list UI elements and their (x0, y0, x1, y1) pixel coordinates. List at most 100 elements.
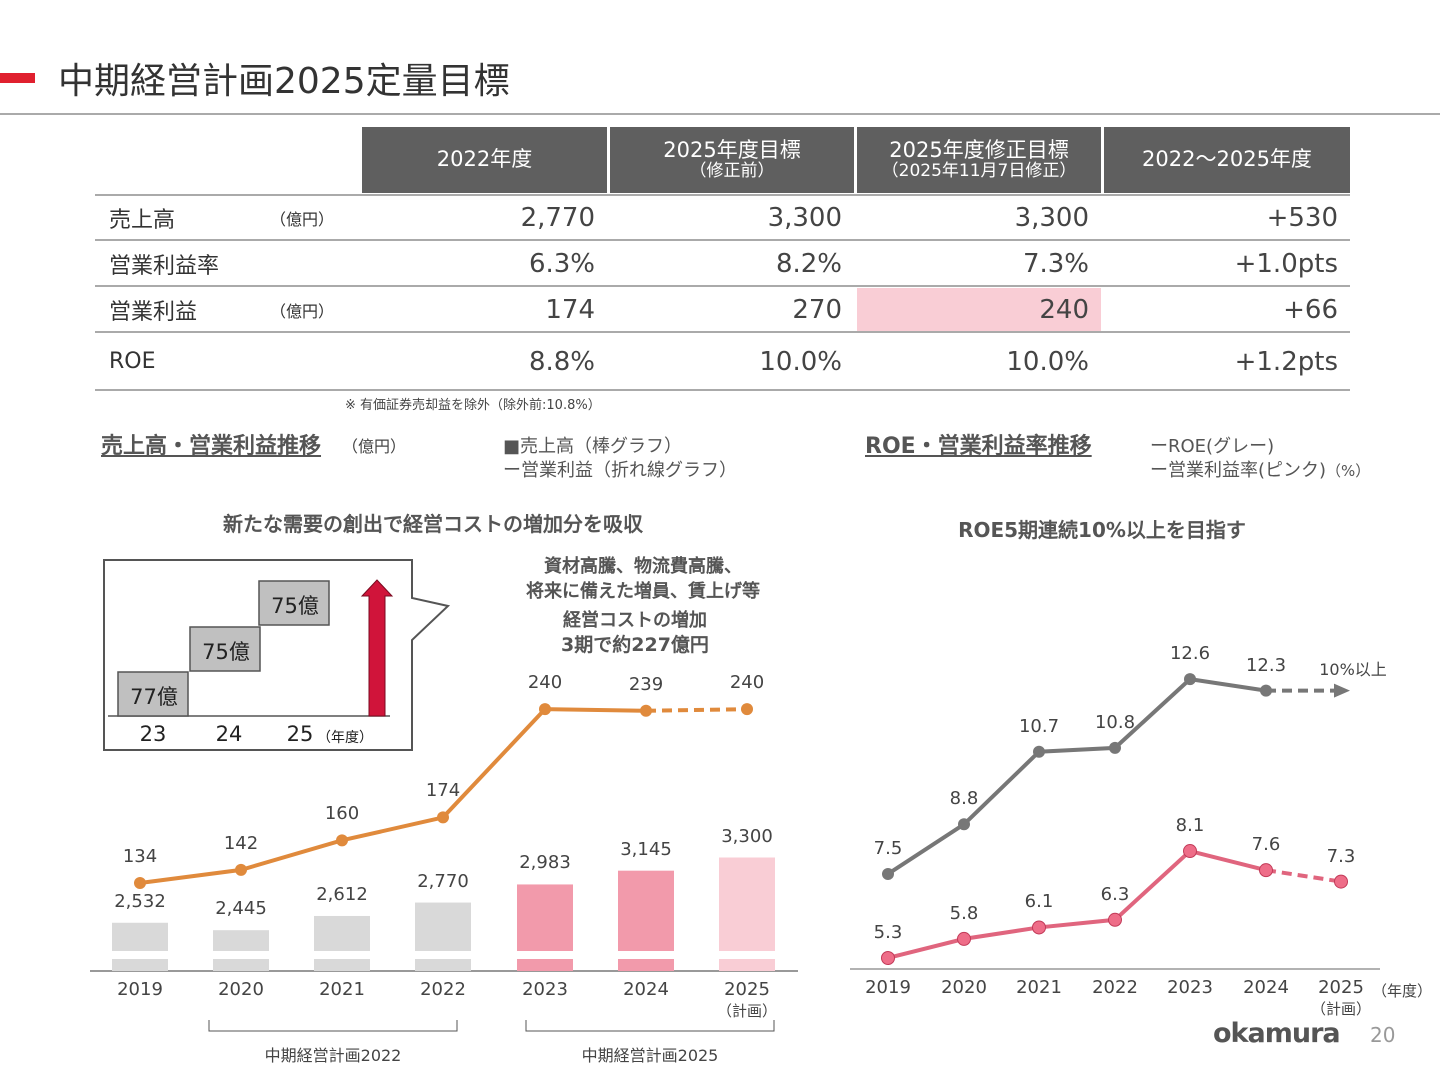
roe-value-label: 10.8 (1094, 711, 1136, 733)
table-row: ROE 8.8% 10.0% 10.0% +1.2pts (95, 334, 1350, 391)
row-label: 営業利益 (109, 299, 198, 325)
page-number: 20 (1370, 1023, 1396, 1047)
table-cell: +1.0pts (1234, 248, 1338, 279)
table-cell: 6.3% (528, 248, 595, 279)
table-cell: 2,770 (520, 202, 595, 233)
sales-bar-base (618, 959, 674, 971)
opm-value-label: 6.1 (1024, 891, 1054, 913)
step-block (117, 671, 189, 717)
roe-point (1184, 673, 1196, 686)
cost-text-4: 3期で約227億円 (561, 634, 709, 656)
table-row: 営業利益率 6.3% 8.2% 7.3% +1.0pts (95, 242, 1350, 287)
table-cell: 240 (857, 288, 1101, 331)
op-profit-value-label: 240 (527, 672, 563, 694)
x-tick-label: 2019 (117, 979, 163, 1000)
sales-bar (415, 902, 471, 951)
op-profit-point (134, 877, 146, 889)
plan-sublabel: （計画） (1310, 1000, 1372, 1018)
callout-year: 25 (286, 722, 314, 746)
header-subline: （修正前） (689, 161, 775, 182)
sales-bar (314, 915, 370, 951)
left-chart-title: 売上高・営業利益推移 (101, 434, 322, 459)
right-headline: ROE5期連続10%以上を目指す (958, 518, 1246, 542)
opm-value-label: 5.3 (873, 922, 903, 943)
opm-value-label: 7.3 (1326, 845, 1356, 867)
sales-bar (618, 870, 674, 951)
op-profit-value-label: 239 (628, 673, 664, 695)
page-title: 中期経営計画2025定量目標 (58, 61, 510, 102)
header-line: 2022～2025年度 (1142, 147, 1312, 172)
x-tick-label: 2021 (1016, 977, 1062, 998)
legend-opm-label: ー営業利益率(ピンク) (1150, 460, 1327, 481)
sales-value-label: 3,300 (721, 825, 773, 847)
sales-bar-base (112, 959, 168, 971)
roe-value-label: 12.3 (1245, 654, 1287, 676)
opm-point (1108, 912, 1122, 927)
op-profit-forecast-line (645, 707, 748, 713)
roe-point (1260, 684, 1272, 697)
table-cell: +530 (1266, 202, 1338, 233)
table-divider (95, 193, 1350, 196)
sales-bar (213, 930, 269, 951)
table-header: 2025年度目標 （修正前） (610, 127, 854, 193)
x-tick-label: 2022 (1092, 977, 1138, 998)
opm-point (1183, 844, 1197, 859)
opm-value-label: 8.1 (1175, 815, 1205, 837)
arrow-right-icon (1334, 683, 1350, 698)
legend-roe: ーROE(グレー) (1150, 436, 1275, 457)
op-profit-value-label: 160 (324, 803, 360, 825)
opm-value-label: 7.6 (1251, 834, 1281, 856)
table-row: 売上高 （億円） 2,770 3,300 3,300 +530 (95, 196, 1350, 241)
year-unit: （年度） (1371, 982, 1433, 1000)
op-profit-point (741, 703, 753, 716)
x-tick-label: 2020 (218, 979, 264, 1000)
opm-point (957, 931, 971, 946)
step-label: 77億 (130, 685, 178, 709)
opm-value-label: 6.3 (1100, 883, 1130, 905)
legend-op-profit: ー営業利益（折れ線グラフ） (503, 460, 737, 481)
op-profit-point (640, 704, 652, 717)
roe-point (1109, 741, 1121, 754)
table-cell: 3,300 (767, 202, 842, 233)
table-cell: 3,300 (1014, 202, 1089, 233)
legend-opm-unit: （%） (1326, 462, 1371, 480)
roe-point (1033, 745, 1045, 758)
callout-year: 24 (215, 722, 243, 746)
table-row: 営業利益 （億円） 174 270 240 +66 (95, 288, 1350, 333)
row-label: ROE (109, 349, 156, 374)
table-cell: 270 (792, 294, 842, 325)
cost-text-2: 将来に備えた増員、賃上げ等 (526, 581, 760, 602)
plan-label: 中期経営計画2025 (581, 1046, 719, 1065)
plan-bracket (525, 1020, 775, 1032)
step-label: 75億 (202, 640, 250, 664)
header-line: 2025年度目標 (663, 138, 801, 163)
right-chart-title: ROE・営業利益率推移 (865, 434, 1092, 459)
row-unit: （億円） (270, 301, 335, 321)
header-line: 2022年度 (436, 147, 533, 172)
table-note: ※ 有価証券売却益を除外（除外前:10.8%） (345, 398, 601, 413)
plan-sublabel: （計画） (716, 1002, 778, 1020)
table-cell: 7.3% (1022, 248, 1089, 279)
roe-point (882, 867, 894, 880)
roe-target-label: 10%以上 (1319, 660, 1387, 679)
x-tick-label: 2022 (420, 979, 466, 1000)
opm-value-label: 5.8 (949, 902, 979, 924)
op-profit-value-label: 134 (122, 846, 158, 867)
op-profit-point (539, 703, 551, 716)
op-profit-value-label: 240 (729, 672, 765, 694)
sales-value-label: 2,532 (114, 890, 166, 912)
x-tick-label: 2020 (941, 977, 987, 998)
sales-bar (112, 922, 168, 951)
table-cell: 8.2% (775, 248, 842, 279)
sales-bar (719, 857, 775, 951)
table-header: 2022～2025年度 (1104, 127, 1350, 193)
header-subline: （2025年11月7日修正） (881, 161, 1077, 182)
callout-box (103, 559, 451, 751)
sales-value-label: 2,612 (316, 883, 368, 905)
x-tick-label: 2019 (865, 977, 911, 998)
op-profit-point (235, 863, 247, 876)
x-tick-label: 2023 (522, 979, 568, 1000)
roe-point (958, 818, 970, 831)
sales-bar-base (213, 959, 269, 971)
